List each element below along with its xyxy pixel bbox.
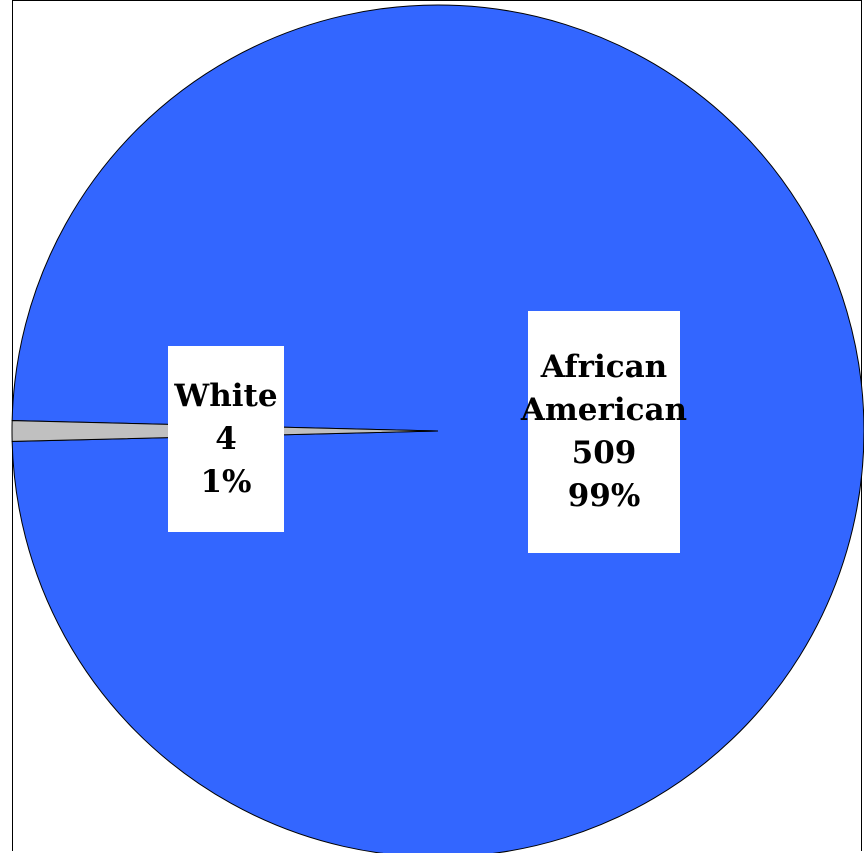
data-label-african-american-value: 509 — [571, 435, 637, 471]
data-label-white: White 4 1% — [168, 346, 284, 532]
data-label-african-american-percent: 99% — [567, 478, 641, 514]
data-label-white-category: White — [174, 377, 278, 414]
data-label-african-american: African American 509 99% — [521, 311, 687, 553]
data-label-white-percent: 1% — [200, 463, 252, 500]
data-label-african-american-category-line2: American — [520, 392, 688, 428]
data-label-african-american-category-line1: African — [540, 349, 668, 385]
data-label-white-value: 4 — [215, 420, 237, 457]
